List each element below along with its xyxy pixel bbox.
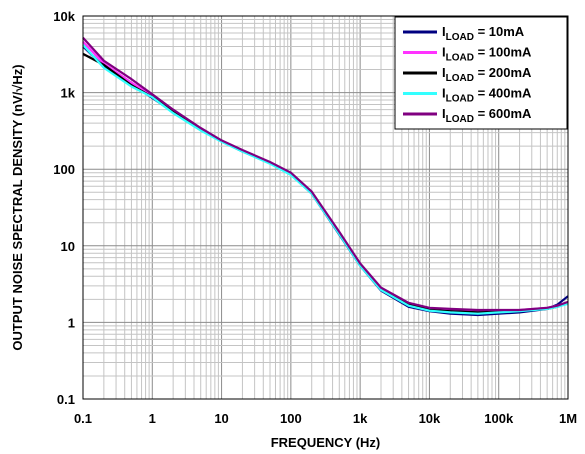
- series-line-5: [82, 37, 569, 312]
- x-tick-label: 1: [149, 411, 156, 426]
- x-tick-label: 100: [280, 411, 302, 426]
- y-tick-label: 1k: [61, 86, 76, 101]
- y-tick-label: 100: [53, 162, 75, 177]
- x-tick-label: 10k: [419, 411, 441, 426]
- x-tick-label: 10: [214, 411, 228, 426]
- x-tick-label: 100k: [484, 411, 514, 426]
- x-tick-label: 1k: [353, 411, 368, 426]
- x-tick-label: 0.1: [74, 411, 92, 426]
- y-tick-label: 10k: [53, 9, 75, 24]
- x-tick-labels: 0.1 1 10 100 1k 10k 100k 1M: [74, 411, 577, 426]
- plot-frame: [82, 15, 569, 400]
- y-tick-label: 10: [61, 239, 75, 254]
- x-axis-title: FREQUENCY (Hz): [271, 435, 381, 450]
- y-tick-labels: 0.1 1 10 100 1k 10k: [53, 9, 75, 407]
- y-axis-title: OUTPUT NOISE SPECTRAL DENSITY (nV/√Hz): [10, 64, 25, 350]
- legend-label: ILOAD = 400mA: [442, 86, 532, 105]
- legend-label: ILOAD = 600mA: [442, 106, 532, 125]
- y-tick-label: 0.1: [57, 392, 75, 407]
- legend-label: ILOAD = 10mA: [442, 24, 525, 43]
- series-lines: [82, 37, 569, 317]
- legend-label: ILOAD = 200mA: [442, 65, 532, 84]
- x-tick-label: 1M: [559, 411, 577, 426]
- y-tick-label: 1: [68, 315, 75, 330]
- series-line-4: [82, 44, 569, 315]
- legend-label: ILOAD = 100mA: [442, 45, 532, 64]
